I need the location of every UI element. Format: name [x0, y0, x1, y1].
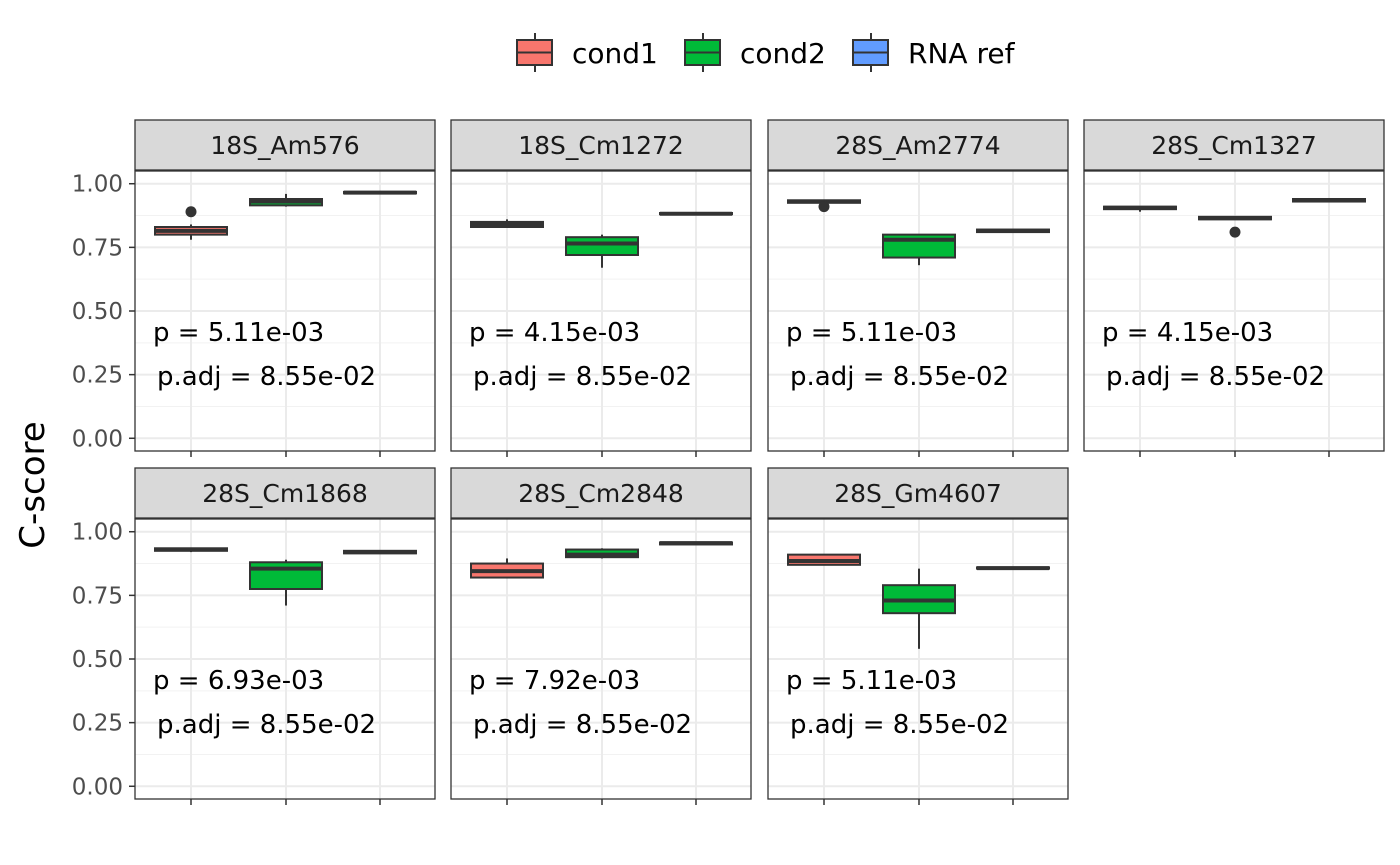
p-adj-label: p.adj = 8.55e-02 — [157, 710, 376, 740]
box-cond1 — [787, 199, 861, 213]
outlier-point — [1229, 226, 1241, 238]
legend-label: cond1 — [572, 37, 658, 70]
panel-border — [767, 170, 1069, 452]
p-adj-label: p.adj = 8.55e-02 — [157, 362, 376, 392]
box-cond2 — [882, 568, 956, 649]
legend-item-cond1: cond1 — [516, 33, 658, 72]
box-iqr — [565, 236, 639, 257]
p-value-label: p = 4.15e-03 — [1102, 318, 1273, 348]
y-tick-label: 0.00 — [72, 426, 123, 452]
box-cond1 — [470, 219, 544, 228]
panel-border — [1083, 170, 1385, 452]
strip-background — [450, 119, 752, 171]
box-rna-ref — [1292, 198, 1366, 203]
panel-border — [767, 518, 1069, 800]
p-value-label: p = 5.11e-03 — [786, 318, 957, 348]
panel-border — [450, 518, 752, 800]
p-value-label: p = 4.15e-03 — [469, 318, 640, 348]
strip-title: 28S_Cm2848 — [518, 479, 684, 508]
box-cond1 — [154, 547, 228, 553]
y-tick-label: 0.00 — [72, 774, 123, 800]
p-adj-label: p.adj = 8.55e-02 — [790, 710, 1009, 740]
box-cond2 — [565, 548, 639, 559]
y-tick-label: 0.50 — [72, 647, 123, 673]
legend-item-rna-ref: RNA ref — [852, 33, 1016, 72]
panel-border — [450, 170, 752, 452]
y-tick-label: 1.00 — [72, 520, 123, 546]
strip-background — [767, 467, 1069, 519]
strip-title: 18S_Cm1272 — [518, 131, 684, 160]
p-value-label: p = 5.11e-03 — [786, 666, 957, 696]
box-rna-ref — [343, 549, 417, 555]
y-tick-label: 0.25 — [72, 711, 123, 737]
y-tick-label: 0.75 — [72, 235, 123, 261]
box-cond2 — [1198, 215, 1272, 238]
legend: cond1 cond2 RNA ref — [516, 33, 1016, 72]
p-adj-label: p.adj = 8.55e-02 — [473, 710, 692, 740]
strip-background — [1083, 119, 1385, 171]
p-value-label: p = 6.93e-03 — [153, 666, 324, 696]
box-cond2 — [249, 559, 323, 606]
box-cond1 — [787, 553, 861, 566]
strip-title: 28S_Cm1868 — [202, 479, 368, 508]
p-value-label: p = 7.92e-03 — [469, 666, 640, 696]
p-adj-label: p.adj = 8.55e-02 — [1106, 362, 1325, 392]
strip-title: 28S_Am2774 — [835, 131, 1000, 160]
strip-background — [134, 467, 436, 519]
strip-title: 28S_Gm4607 — [834, 479, 1002, 508]
box-rna-ref — [976, 566, 1050, 571]
y-tick-label: 0.25 — [72, 363, 123, 389]
box-cond1 — [1103, 205, 1177, 212]
y-axis-title: C-score — [13, 421, 53, 548]
strip-title: 18S_Am576 — [210, 131, 359, 160]
strip-background — [134, 119, 436, 171]
box-cond1 — [470, 558, 544, 579]
p-adj-label: p.adj = 8.55e-02 — [473, 362, 692, 392]
box-rna-ref — [659, 541, 733, 546]
box-cond1 — [154, 206, 228, 240]
outlier-point — [818, 201, 830, 213]
strip-title: 28S_Cm1327 — [1151, 131, 1317, 160]
strip-background — [767, 119, 1069, 171]
strip-background — [450, 467, 752, 519]
box-iqr — [249, 561, 323, 590]
box-rna-ref — [343, 190, 417, 195]
box-cond2 — [882, 233, 956, 266]
p-adj-label: p.adj = 8.55e-02 — [790, 362, 1009, 392]
box-cond2 — [249, 193, 323, 207]
box-cond2 — [565, 234, 639, 268]
legend-label: RNA ref — [908, 37, 1016, 70]
legend-item-cond2: cond2 — [684, 33, 826, 72]
p-value-label: p = 5.11e-03 — [153, 318, 324, 348]
box-rna-ref — [659, 211, 733, 216]
legend-label: cond2 — [740, 37, 826, 70]
y-tick-label: 0.75 — [72, 583, 123, 609]
y-tick-label: 1.00 — [72, 172, 123, 198]
box-rna-ref — [976, 228, 1050, 234]
outlier-point — [185, 206, 197, 218]
y-tick-label: 0.50 — [72, 299, 123, 325]
